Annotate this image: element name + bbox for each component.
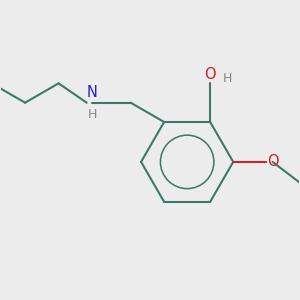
Text: N: N bbox=[87, 85, 98, 100]
Text: H: H bbox=[87, 108, 97, 121]
Text: O: O bbox=[268, 154, 279, 169]
Text: O: O bbox=[204, 67, 216, 82]
Text: H: H bbox=[223, 71, 232, 85]
